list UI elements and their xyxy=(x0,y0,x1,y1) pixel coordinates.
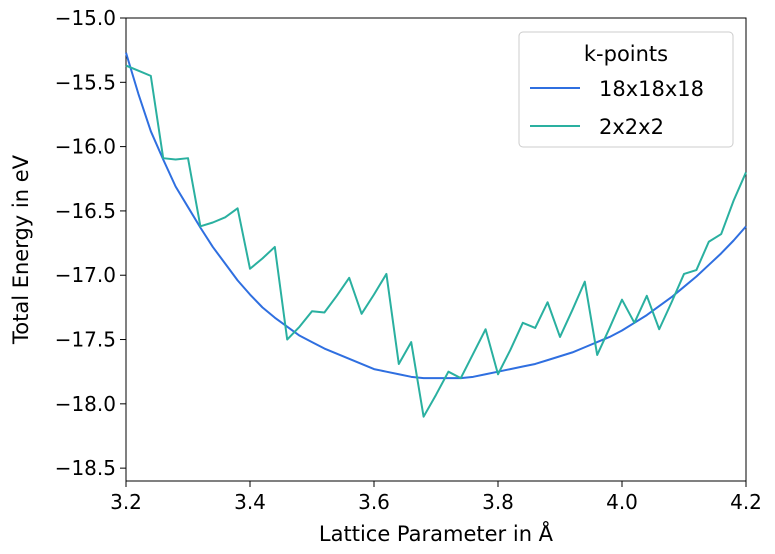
x-tick-label: 4.0 xyxy=(606,490,638,514)
y-tick-label: −18.0 xyxy=(55,392,116,416)
y-tick-label: −17.0 xyxy=(55,263,116,287)
x-tick-label: 3.6 xyxy=(358,490,390,514)
y-tick-label: −16.0 xyxy=(55,135,116,159)
x-axis-ticks: 3.2 3.4 3.6 3.8 4.0 4.2 xyxy=(110,481,762,514)
x-tick-label: 4.2 xyxy=(730,490,762,514)
legend-title: k-points xyxy=(584,42,668,66)
x-tick-label: 3.2 xyxy=(110,490,142,514)
y-axis-label: Total Energy in eV xyxy=(9,154,33,345)
series-line-18x18x18 xyxy=(125,52,747,380)
x-tick-label: 3.4 xyxy=(234,490,266,514)
x-axis-label: Lattice Parameter in Å xyxy=(319,520,554,546)
x-tick-label: 3.8 xyxy=(482,490,514,514)
legend-label-18x18x18: 18x18x18 xyxy=(599,77,704,101)
y-tick-label: −15.0 xyxy=(55,6,116,30)
series-layer xyxy=(125,52,747,418)
y-tick-label: −15.5 xyxy=(55,70,116,94)
legend-label-2x2x2: 2x2x2 xyxy=(599,115,664,139)
legend: k-points 18x18x18 2x2x2 xyxy=(518,31,734,148)
legend-box xyxy=(518,31,734,148)
plot-frame xyxy=(125,17,747,482)
series-line-2x2x2 xyxy=(125,64,747,418)
y-tick-label: −18.5 xyxy=(55,456,116,480)
y-axis-ticks: −15.0 −15.5 −16.0 −16.5 −17.0 −17.5 −18.0 −18.5 xyxy=(55,6,126,480)
y-tick-label: −16.5 xyxy=(55,199,116,223)
y-tick-label: −17.5 xyxy=(55,328,116,352)
